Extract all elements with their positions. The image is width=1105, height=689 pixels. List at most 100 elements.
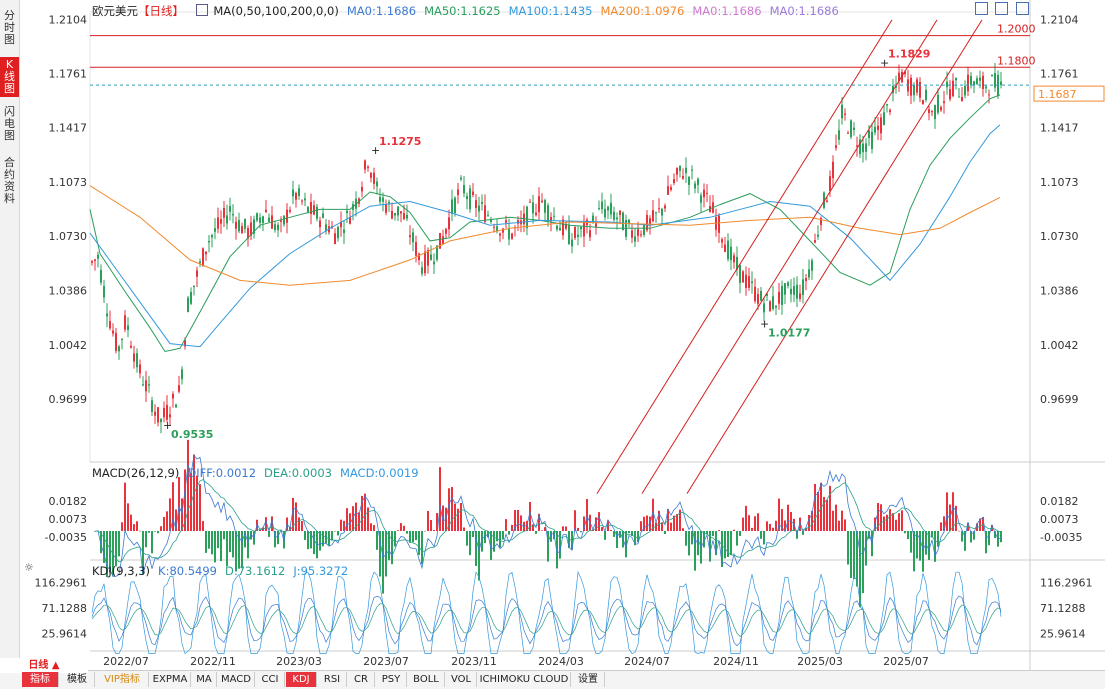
indicator-tab-vol[interactable]: VOL [446, 672, 477, 687]
candle-body [811, 260, 813, 271]
ma-color-swatch-icon[interactable] [195, 4, 208, 16]
period-selector[interactable]: 日线 ▲ [0, 658, 88, 673]
candle-body [805, 278, 807, 281]
y-tick-right: 1.1761 [1040, 67, 1079, 80]
candle-body [979, 77, 981, 81]
indicator-tab-kdj[interactable]: KDJ [286, 672, 317, 687]
candle-body [403, 213, 405, 220]
macd_legend-item-2: DEA:0.0003 [264, 466, 332, 480]
candle-body [574, 227, 576, 238]
macd-bar [928, 531, 930, 560]
macd-bar [292, 497, 294, 531]
candle-body [688, 176, 690, 185]
candle-body [607, 206, 609, 211]
sidebar-tab-3[interactable]: 合约资料 [4, 156, 15, 205]
candle-body [334, 233, 336, 245]
indicator-tab-psy[interactable]: PSY [376, 672, 407, 687]
candle-body [859, 139, 861, 155]
indicator-tab-cr[interactable]: CR [348, 672, 375, 687]
fullscreen-icon[interactable] [995, 2, 1008, 15]
macd-bar [712, 531, 714, 537]
macd-bar [346, 508, 348, 531]
indicator-tab-ma[interactable]: MA [192, 672, 217, 687]
indicator-tab-rsi[interactable]: RSI [318, 672, 347, 687]
candle-body [529, 201, 531, 203]
kdj-settings-icon[interactable]: ☼ [24, 561, 34, 574]
candle-body [190, 291, 192, 304]
indicator-tab-macd[interactable]: MACD [218, 672, 255, 687]
sidebar-tab-0[interactable]: 分时图 [4, 9, 15, 46]
candle-body [733, 255, 735, 263]
macd-bar [331, 531, 333, 541]
candle-body [205, 251, 207, 255]
macd-bar [781, 509, 783, 531]
indicator-tab-cci[interactable]: CCI [256, 672, 285, 687]
header.ma_legend-item-3: MA100:1.1435 [508, 4, 593, 18]
macd-bar [310, 531, 312, 549]
macd-bar [328, 531, 330, 546]
macd-bar [805, 527, 807, 531]
macd-bar [481, 531, 483, 552]
macd-bar [538, 513, 540, 531]
indicator-tab-模板[interactable]: 模板 [60, 672, 95, 687]
candle-body [940, 107, 942, 111]
candle-body [568, 224, 570, 245]
candle-body [889, 109, 891, 113]
indicator-tab-boll[interactable]: BOLL [408, 672, 445, 687]
macd-bar [775, 520, 777, 531]
candle-body [565, 223, 567, 229]
macd-bar [985, 531, 987, 554]
candle-body [787, 282, 789, 286]
macd-bar [802, 531, 804, 535]
annotation-label: 1.1275 [379, 135, 421, 148]
indicator-tab-vip指标[interactable]: VIP指标 [96, 672, 149, 687]
macd-bar [238, 531, 240, 569]
macd-bar [322, 531, 324, 547]
macd-bar [973, 531, 975, 540]
period-label[interactable]: 【日线】 [138, 4, 184, 18]
window-icon[interactable] [1016, 2, 1029, 15]
candle-body [313, 205, 315, 215]
macd-bar [181, 498, 183, 531]
indicator-tab-ichimoku-cloud[interactable]: ICHIMOKU CLOUD [478, 672, 571, 687]
macd-bar [427, 510, 429, 531]
candle-body [136, 353, 138, 368]
macd-bar [232, 531, 234, 558]
candle-body [778, 291, 780, 304]
macd-bar [631, 531, 633, 536]
candle-body [106, 313, 108, 317]
candle-body [346, 210, 348, 213]
price-chart[interactable]: 1.2104 1.2104 1.1761 1.1761 1.1417 1.1417 1.10… [0, 0, 1105, 670]
candle-body [244, 218, 246, 229]
candle-body [280, 220, 282, 222]
header.ma_legend-item-5: MA0:1.1686 [692, 4, 762, 18]
candle-body [928, 109, 930, 114]
macd-bar [703, 531, 705, 548]
macd-bar [961, 531, 963, 542]
candle-body [397, 206, 399, 216]
macd-bar [490, 531, 492, 560]
candle-body [208, 240, 210, 243]
layout-grid-icon[interactable] [975, 2, 988, 15]
candle-body [817, 234, 819, 237]
candle-body [919, 81, 921, 98]
macd-bar [493, 531, 495, 552]
macd-bar [139, 530, 141, 532]
macd-bar [673, 515, 675, 531]
kdj-y-tick-left: 116.2961 [35, 577, 88, 590]
candle-body [682, 176, 684, 179]
indicator-tab-expma[interactable]: EXPMA [150, 672, 191, 687]
sidebar-tab-2[interactable]: 闪电图 [4, 105, 15, 142]
macd-bar [265, 517, 267, 531]
candle-body [382, 197, 384, 202]
candle-body [154, 411, 156, 416]
indicator-tab-指标[interactable]: 指标 [22, 672, 59, 687]
macd-bar [880, 504, 882, 531]
indicator-tab-设置[interactable]: 设置 [572, 672, 605, 687]
macd-bar [646, 515, 648, 531]
candle-body [571, 239, 573, 247]
macd-bar [514, 509, 516, 531]
macd-bar [898, 513, 900, 531]
candle-body [91, 261, 93, 263]
